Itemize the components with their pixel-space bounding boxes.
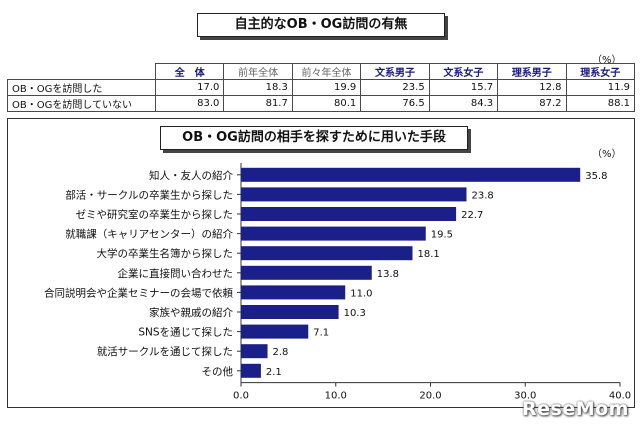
chart-panel	[7, 118, 635, 408]
bar-value-label: 11.0	[350, 288, 372, 299]
bar	[241, 265, 372, 280]
bar-value-label: 23.8	[472, 190, 494, 201]
table-cell: 80.1	[291, 95, 362, 112]
x-tick-label: 0.0	[233, 391, 249, 402]
category-label: 就職課（キャリアセンター）の紹介	[65, 228, 233, 241]
table-row: OB・OGを訪問した 17.0 18.3 19.9 23.5 15.7 12.8…	[7, 79, 636, 96]
bar	[241, 226, 426, 241]
table-cell: 88.1	[565, 95, 636, 112]
bar	[241, 187, 467, 202]
bar-value-label: 13.8	[377, 269, 399, 280]
x-tick-label: 10.0	[325, 391, 347, 402]
category-label: SNSを通じて探した	[138, 326, 233, 339]
category-label: その他	[202, 365, 234, 378]
bar-value-label: 2.1	[266, 367, 282, 378]
x-tick-label: 40.0	[609, 391, 631, 402]
bar-value-label: 10.3	[344, 308, 366, 319]
x-tick-label: 20.0	[419, 391, 441, 402]
bar	[241, 207, 457, 221]
category-label: 就活サークルを通じて探した	[97, 345, 233, 358]
bar-value-label: 2.8	[273, 347, 289, 358]
col-header: 理系女子	[565, 63, 636, 80]
category-label: 部活・サークルの卒業生から探した	[65, 188, 233, 201]
oboG-visit-table: 全 体 前年全体 前々年全体 文系男子 文系女子 理系男子 理系女子 OB・OG…	[7, 63, 636, 112]
bar	[241, 167, 581, 182]
category-label: 家族や親戚の紹介	[149, 306, 233, 319]
table-row: OB・OGを訪問していない 83.0 81.7 80.1 76.5 84.3 8…	[7, 95, 636, 112]
chart-unit-label: （%）	[592, 148, 622, 160]
category-label: 企業に直接問い合わせた	[118, 267, 234, 280]
bar-value-label: 19.5	[431, 230, 453, 241]
bar-value-label: 18.1	[417, 249, 439, 260]
category-label: 大学の卒業生名簿から探した	[97, 247, 234, 260]
table-title: 自主的なOB・OG訪問の有無	[197, 13, 445, 37]
table-cell: 84.3	[428, 95, 499, 112]
bar	[241, 305, 339, 319]
table-cell: 87.2	[497, 95, 567, 112]
category-label: 知人・友人の紹介	[149, 169, 233, 182]
table-unit: （%）	[592, 55, 622, 66]
bar	[241, 324, 309, 339]
x-tick-label: 30.0	[514, 391, 536, 402]
category-label: ゼミや研究室の卒業生から探した	[76, 208, 234, 221]
table-cell: 83.0	[154, 95, 225, 112]
bar-value-label: 22.7	[461, 210, 483, 221]
col-header: 文系女子	[428, 63, 499, 80]
bar	[241, 246, 413, 261]
bar-value-label: 35.8	[585, 171, 607, 182]
table-cell: 76.5	[360, 95, 430, 112]
bar	[241, 285, 346, 300]
resemom-logo: ReseMom	[522, 398, 629, 420]
category-label: 合同説明会や企業セミナーの会場で依頼	[44, 286, 233, 299]
chart-title: OB・OG訪問の相手を探すために用いた手段	[160, 126, 468, 150]
bar-value-label: 7.1	[313, 328, 329, 339]
bar	[241, 363, 261, 378]
bar	[241, 344, 268, 359]
col-header: 文系男子	[360, 63, 430, 80]
